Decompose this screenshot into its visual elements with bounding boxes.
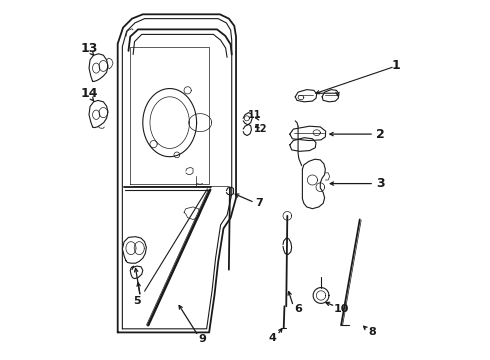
Text: 5: 5 <box>134 296 141 306</box>
Text: 8: 8 <box>368 327 376 337</box>
Text: 11: 11 <box>248 111 262 121</box>
Text: 4: 4 <box>269 333 276 343</box>
Text: 1: 1 <box>391 59 400 72</box>
Text: 7: 7 <box>255 198 263 208</box>
Text: 9: 9 <box>198 334 206 344</box>
Text: 6: 6 <box>294 304 302 314</box>
Text: 12: 12 <box>254 124 268 134</box>
Text: 14: 14 <box>80 87 98 100</box>
Text: 13: 13 <box>80 41 98 54</box>
Text: 2: 2 <box>376 127 385 141</box>
Text: 3: 3 <box>376 177 385 190</box>
Text: 10: 10 <box>333 304 349 314</box>
